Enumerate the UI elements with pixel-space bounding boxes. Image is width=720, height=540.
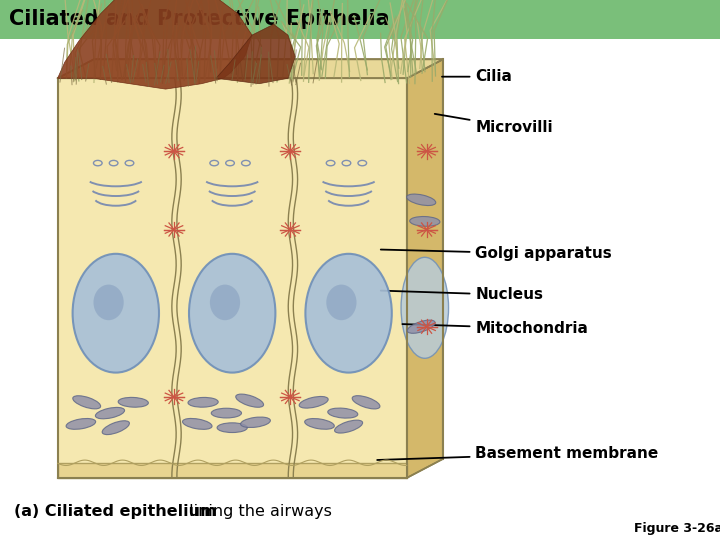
Text: Basement membrane: Basement membrane (377, 446, 659, 461)
Bar (58, 78, 407, 478)
Text: Microvilli: Microvilli (435, 114, 553, 135)
Ellipse shape (235, 394, 264, 407)
Text: Golgi apparatus: Golgi apparatus (381, 246, 612, 261)
Ellipse shape (335, 420, 363, 433)
Ellipse shape (217, 423, 247, 433)
Polygon shape (407, 59, 443, 478)
Bar (0, 0, 720, 39)
Ellipse shape (300, 396, 328, 408)
Ellipse shape (73, 396, 101, 409)
Ellipse shape (188, 397, 218, 407)
Text: Mitochondria: Mitochondria (402, 321, 588, 336)
Text: lining the airways: lining the airways (184, 504, 331, 519)
Ellipse shape (408, 320, 435, 333)
Ellipse shape (401, 258, 449, 359)
Ellipse shape (94, 285, 124, 320)
Ellipse shape (189, 254, 276, 373)
Ellipse shape (211, 408, 241, 418)
Ellipse shape (240, 417, 271, 428)
Ellipse shape (305, 418, 334, 429)
Ellipse shape (118, 397, 148, 407)
Text: Figure 3-26a: Figure 3-26a (634, 522, 720, 535)
Ellipse shape (73, 254, 159, 373)
Ellipse shape (95, 407, 125, 419)
Ellipse shape (328, 408, 358, 418)
Ellipse shape (102, 421, 130, 435)
Ellipse shape (407, 194, 436, 206)
Ellipse shape (210, 285, 240, 320)
Text: (a) Ciliated epithelium: (a) Ciliated epithelium (14, 504, 217, 519)
Ellipse shape (410, 217, 440, 226)
Ellipse shape (326, 285, 356, 320)
Bar (58, 463, 407, 478)
Text: Ciliated and Protective Epithelia: Ciliated and Protective Epithelia (9, 9, 390, 30)
Polygon shape (58, 59, 443, 78)
Ellipse shape (183, 418, 212, 429)
Ellipse shape (305, 254, 392, 373)
Polygon shape (58, 0, 252, 89)
Ellipse shape (352, 396, 380, 409)
Text: Cilia: Cilia (442, 69, 512, 84)
Ellipse shape (66, 418, 96, 429)
Polygon shape (216, 24, 295, 84)
Text: Nucleus: Nucleus (381, 287, 543, 302)
